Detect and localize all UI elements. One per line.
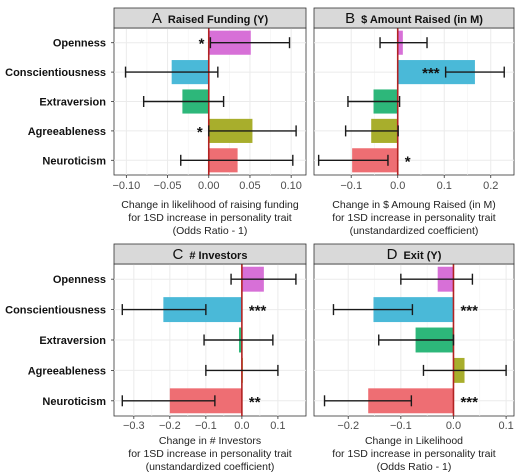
y-label-conscientiousness: Conscientiousness: [5, 67, 106, 79]
x-tick-label: 0.2: [483, 180, 498, 192]
panel-c: *****C # Investors−0.3 −0.2 −0.1 0.0 0.1Openn…: [5, 243, 307, 473]
panel-b: ****B $ Amount Raised (in M)−0.1 0.0 0.1 0.2…: [313, 7, 515, 237]
x-axis-title-line: (unstandardized coefficient): [146, 461, 275, 473]
error-bar-neuroticism: [317, 154, 389, 166]
panel-letter: C: [173, 246, 184, 263]
error-bar-agreeableness: [205, 364, 279, 376]
x-axis-title-line: (Odds Ratio - 1): [173, 225, 248, 237]
error-bar-openness: [209, 37, 291, 49]
significance-label: ***: [422, 65, 440, 82]
error-bar-openness: [379, 37, 428, 49]
x-axis-title-line: Change in # Investors: [159, 435, 261, 447]
panel-strip: [313, 7, 515, 29]
x-tick-label: 0.1: [498, 420, 513, 432]
x-axis-title-line: (unstandardized coefficient): [350, 225, 479, 237]
x-tick-label: −0.2: [159, 420, 181, 432]
panel-letter: D: [387, 246, 398, 263]
x-tick-label: −0.1: [390, 420, 412, 432]
x-tick-label: 0.1: [437, 180, 452, 192]
panel-title: Raised Funding (Y): [168, 14, 269, 26]
error-bar-agreeableness: [344, 125, 399, 137]
significance-label: **: [249, 394, 261, 411]
panel-strip: [113, 243, 307, 265]
panel-letter: B: [345, 10, 355, 27]
x-tick-label: −0.2: [337, 420, 359, 432]
error-bar-agreeableness: [422, 364, 507, 376]
error-bar-extraversion: [142, 96, 225, 107]
panel-header: B $ Amount Raised (in M): [345, 10, 483, 27]
x-axis-title-line: for 1SD increase in personality trait: [128, 212, 291, 224]
x-tick-label: −0.05: [154, 180, 182, 192]
y-label-agreeableness: Agreeableness: [28, 126, 106, 138]
y-label-extraversion: Extraversion: [39, 335, 106, 347]
y-label-openness: Openness: [53, 38, 106, 50]
error-bar-agreeableness: [208, 125, 297, 137]
significance-label: *: [199, 36, 205, 53]
error-bar-conscientiousness: [332, 304, 414, 316]
panel-header: D Exit (Y): [387, 246, 442, 263]
x-axis-title-line: (Odds Ratio - 1): [377, 461, 452, 473]
x-tick-label: 0.10: [280, 180, 301, 192]
y-label-agreeableness: Agreeableness: [28, 365, 106, 377]
y-label-conscientiousness: Conscientiousness: [5, 305, 106, 317]
x-tick-label: −0.1: [195, 420, 217, 432]
panel-title: # Investors: [189, 250, 247, 262]
significance-label: *: [197, 124, 203, 141]
panel-title: Exit (Y): [403, 250, 441, 262]
panel-header: A Raised Funding (Y): [152, 10, 269, 27]
y-label-extraversion: Extraversion: [39, 97, 106, 109]
significance-label: ***: [460, 303, 478, 320]
error-bar-conscientiousness: [121, 304, 207, 316]
x-tick-label: −0.10: [112, 180, 140, 192]
panel-title: $ Amount Raised (in M): [361, 14, 483, 26]
x-axis-title-line: for 1SD increase in personality trait: [332, 212, 495, 224]
x-tick-label: −0.1: [340, 180, 362, 192]
significance-label: ***: [460, 394, 478, 411]
y-label-neuroticism: Neuroticism: [42, 396, 106, 408]
error-bar-neuroticism: [121, 395, 216, 407]
x-tick-label: −0.3: [123, 420, 145, 432]
error-bar-extraversion: [347, 96, 401, 107]
error-bar-neuroticism: [180, 154, 294, 166]
panel-header: C # Investors: [173, 246, 248, 263]
panel-d: *** *** D Exit (Y) −0.2 −0.1 0.0 0.1 Change in L…: [313, 243, 515, 473]
error-bar-extraversion: [203, 334, 274, 346]
error-bar-openness: [230, 273, 297, 285]
panel-strip: [313, 243, 515, 265]
error-bar-openness: [400, 273, 474, 285]
x-tick-label: 0.0: [234, 420, 249, 432]
panel-a: * * A Raised Funding (Y) −0.10 −0.05 0.00 0.05 0…: [5, 7, 307, 237]
x-tick-label: 0.0: [446, 420, 461, 432]
panel-letter: A: [152, 10, 162, 27]
x-tick-label: 0.1: [270, 420, 285, 432]
error-bar-neuroticism: [323, 395, 413, 407]
significance-label: *: [405, 153, 411, 170]
error-bar-conscientiousness: [444, 66, 505, 78]
x-axis-title-line: Change in $ Amoung Raised (in M): [332, 199, 495, 211]
x-axis-title-line: Change in likelihood of raising funding: [121, 199, 299, 211]
y-label-neuroticism: Neuroticism: [42, 155, 106, 167]
error-bar-extraversion: [378, 334, 455, 346]
x-tick-label: 0.05: [239, 180, 260, 192]
panel-strip: [113, 7, 307, 29]
x-axis-title-line: Change in Likelihood: [365, 435, 463, 447]
x-tick-label: 0.00: [198, 180, 219, 192]
x-axis-title-line: for 1SD increase in personality trait: [128, 448, 291, 460]
y-label-openness: Openness: [53, 274, 106, 286]
significance-label: ***: [249, 303, 267, 320]
error-bar-conscientiousness: [124, 66, 219, 78]
x-tick-label: 0.0: [390, 180, 405, 192]
x-axis-title-line: for 1SD increase in personality trait: [332, 448, 495, 460]
